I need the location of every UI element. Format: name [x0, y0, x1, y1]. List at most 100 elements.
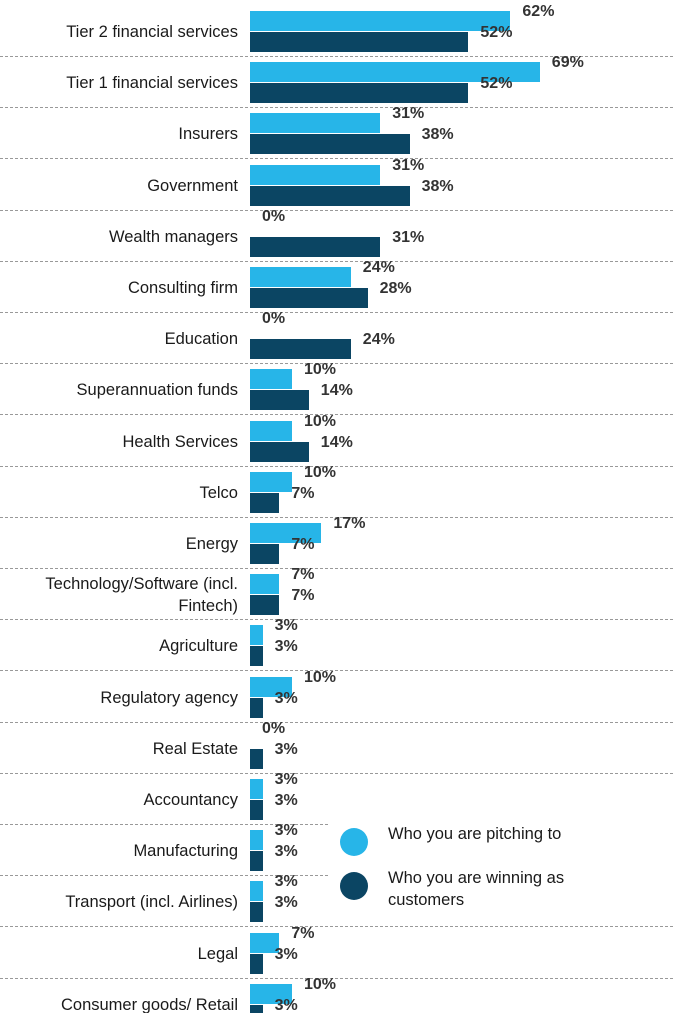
bar: [250, 544, 280, 564]
category-label: Technology/Software (incl. Fintech): [45, 575, 238, 616]
category-label: Accountancy: [143, 791, 238, 809]
separator: [0, 772, 673, 774]
value-label: 0%: [262, 719, 286, 737]
separator: [0, 721, 673, 723]
value-label: 3%: [274, 689, 298, 707]
bar: [250, 574, 280, 595]
value-label: 10%: [304, 361, 337, 379]
bar: [250, 1004, 263, 1013]
value-label: 7%: [291, 566, 315, 584]
category-label: Regulatory agency: [100, 688, 238, 707]
value-label: 10%: [304, 412, 337, 430]
separator: [0, 465, 673, 467]
bar: [250, 932, 280, 953]
value-label: 3%: [274, 873, 298, 891]
bar: [250, 646, 263, 667]
value-label: 3%: [274, 945, 298, 963]
bar: [250, 390, 309, 411]
value-label: 10%: [304, 463, 337, 481]
separator: [0, 107, 673, 109]
separator: [0, 312, 673, 313]
value-label: 10%: [304, 668, 337, 686]
category-label: Superannuation funds: [76, 381, 238, 400]
separator: [0, 926, 673, 928]
value-label: 3%: [274, 894, 298, 912]
bar: [250, 288, 368, 308]
value-label: 0%: [262, 310, 286, 328]
bar: [250, 676, 292, 697]
separator: [0, 363, 673, 365]
category-label: Energy: [185, 535, 238, 553]
separator: [0, 56, 673, 57]
bar: [250, 83, 469, 104]
category-label: Legal: [197, 944, 238, 963]
bar: [250, 595, 280, 616]
separator: [0, 670, 673, 672]
category-label: Agriculture: [159, 637, 238, 656]
category-label: Transport (incl. Airlines): [65, 893, 238, 912]
bar: [250, 32, 469, 52]
legend-label: Who you are pitching to: [388, 825, 562, 843]
category-label: Tier 1 financial services: [66, 74, 238, 93]
bar: [250, 164, 381, 185]
bar: [250, 625, 263, 646]
value-label: 7%: [291, 587, 315, 605]
separator: [0, 209, 673, 211]
value-label: 52%: [480, 75, 513, 93]
bar: [250, 185, 410, 206]
value-label: 3%: [274, 617, 298, 635]
legend-label: Who you are winning as customers: [388, 869, 565, 909]
bar: [250, 369, 292, 390]
value-label: 52%: [480, 24, 513, 41]
value-label: 10%: [304, 975, 337, 993]
bar: [250, 471, 292, 492]
value-label: 24%: [362, 259, 395, 276]
value-label: 31%: [392, 105, 425, 123]
value-label: 31%: [392, 228, 425, 246]
category-label: Telco: [199, 483, 238, 502]
separator: [0, 977, 673, 979]
category-label: Wealth managers: [108, 227, 238, 246]
separator: [0, 260, 673, 262]
bar: [250, 983, 292, 1004]
bar: [250, 441, 309, 462]
value-label: 24%: [362, 331, 395, 349]
value-label: 7%: [291, 924, 315, 942]
value-label: 3%: [274, 740, 298, 758]
separator: [0, 516, 673, 518]
bar: [250, 420, 292, 441]
legend-swatch: [340, 872, 368, 900]
category-label: Government: [147, 176, 238, 195]
legend-swatch: [340, 828, 368, 856]
bar: [250, 830, 263, 851]
category-label: Education: [164, 330, 238, 349]
bar: [250, 11, 511, 31]
category-label: Tier 2 financial services: [66, 23, 238, 41]
value-label: 17%: [333, 515, 366, 532]
bar: [250, 748, 263, 769]
value-label: 38%: [421, 177, 454, 195]
category-label: Consumer goods/ Retail: [60, 995, 238, 1013]
value-label: 38%: [421, 126, 454, 144]
category-label: Manufacturing: [133, 842, 238, 861]
separator: [0, 568, 673, 569]
value-label: 7%: [291, 536, 315, 553]
bar: [250, 953, 263, 974]
value-label: 31%: [392, 156, 425, 174]
category-label: Health Services: [122, 432, 238, 451]
value-label: 3%: [274, 771, 298, 788]
value-label: 3%: [274, 843, 298, 861]
category-label: Insurers: [178, 125, 238, 144]
bar: [250, 492, 280, 513]
separator: [0, 414, 673, 416]
value-label: 14%: [320, 382, 353, 400]
bar: [250, 800, 263, 820]
value-label: 3%: [274, 638, 298, 656]
value-label: 0%: [262, 207, 286, 225]
bar: [250, 267, 351, 287]
value-label: 62%: [522, 3, 555, 20]
value-label: 14%: [320, 433, 353, 451]
bar: [250, 779, 263, 799]
category-label: Consulting firm: [127, 279, 238, 297]
bar: [250, 62, 540, 83]
